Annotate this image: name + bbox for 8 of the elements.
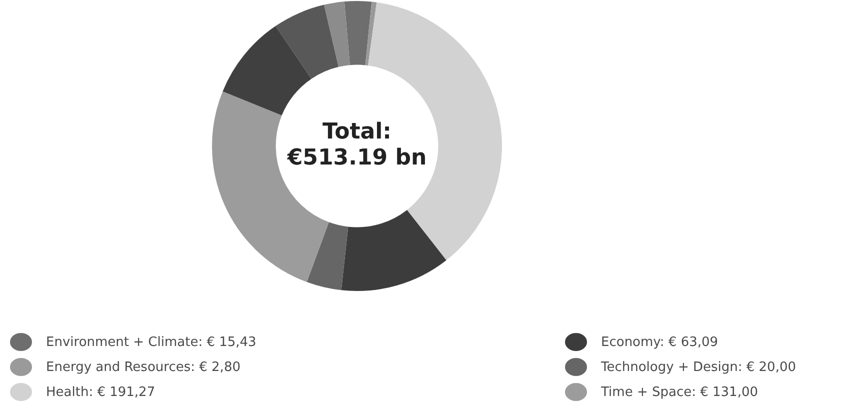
text: €513.19 bn (286, 146, 427, 171)
legend-label: Technology + Design: € 20,00 (601, 360, 796, 374)
legend-label: Environment + Climate: € 15,43 (46, 334, 256, 350)
legend-label: Energy and Resources: € 2,80 (46, 360, 240, 374)
legend-label: Time + Space: € 131,00 (601, 384, 758, 400)
legend-label: Economy: € 63,09 (601, 334, 718, 350)
text: Total: (322, 120, 392, 145)
legend-label: Health: € 191,27 (46, 384, 156, 400)
